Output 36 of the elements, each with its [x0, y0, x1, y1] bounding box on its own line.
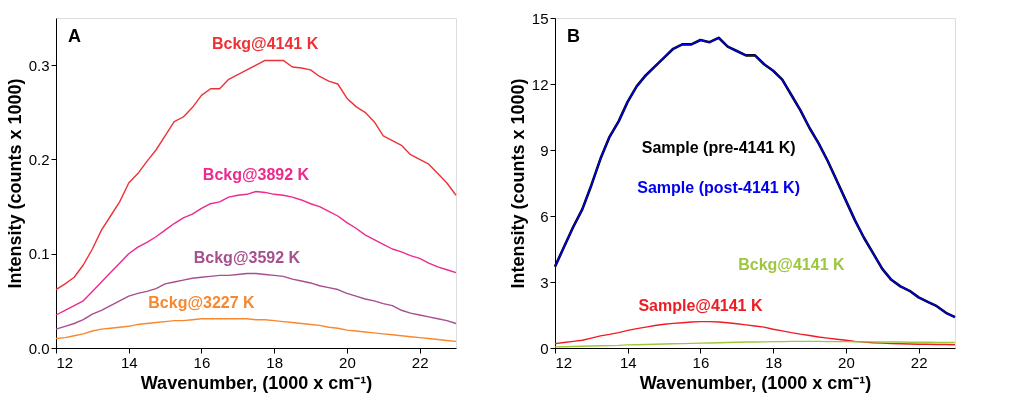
series-label: Bckg@3227 K — [148, 293, 256, 311]
y-tick-label: 0.0 — [28, 339, 50, 357]
x-tick-label: 14 — [120, 353, 138, 371]
y-tick-label: 3 — [540, 273, 549, 291]
chart-title: B — [567, 26, 580, 46]
y-tick-label: 0.2 — [28, 150, 50, 168]
x-tick-label: 22 — [411, 353, 429, 371]
x-tick-label: 18 — [266, 353, 284, 371]
x-tick-label: 20 — [838, 353, 855, 371]
x-tick-label: 12 — [56, 353, 74, 371]
x-axis-title: Wavenumber, (1000 x cm⁻¹) — [140, 372, 373, 393]
y-axis-title: Intensity (counts x 1000) — [4, 78, 25, 289]
x-tick-label: 16 — [692, 353, 710, 371]
x-tick-label: 18 — [765, 353, 783, 371]
y-tick-label: 0.3 — [28, 56, 50, 74]
series-label: Sample (pre-4141 K) — [641, 138, 796, 156]
series-label: Bckg@3892 K — [202, 166, 310, 184]
text: Bckg@4141 K — [738, 256, 845, 274]
chart-title: A — [68, 26, 81, 46]
series-label: Bckg@4141 K — [211, 35, 319, 53]
x-tick-label: 22 — [910, 353, 928, 371]
x-tick-label: 16 — [193, 353, 211, 371]
x-tick-label: 12 — [555, 353, 573, 371]
y-tick-label: 15 — [531, 9, 549, 27]
y-tick-label: 12 — [531, 75, 549, 93]
x-tick-label: 14 — [619, 353, 637, 371]
x-axis-title: Wavenumber, (1000 x cm⁻¹) — [639, 372, 872, 393]
y-tick-label: 6 — [540, 207, 549, 225]
y-tick-label: 9 — [540, 141, 549, 159]
y-axis-title: Intensity (counts x 1000) — [507, 78, 528, 289]
x-tick-label: 20 — [339, 353, 356, 371]
series-label: Sample@4141 K — [638, 296, 763, 314]
text: Sample (post-4141 K) — [637, 178, 800, 196]
y-tick-label: 0 — [540, 339, 549, 357]
series-label: Bckg@3592 K — [193, 248, 301, 266]
y-tick-label: 0.1 — [28, 245, 50, 263]
